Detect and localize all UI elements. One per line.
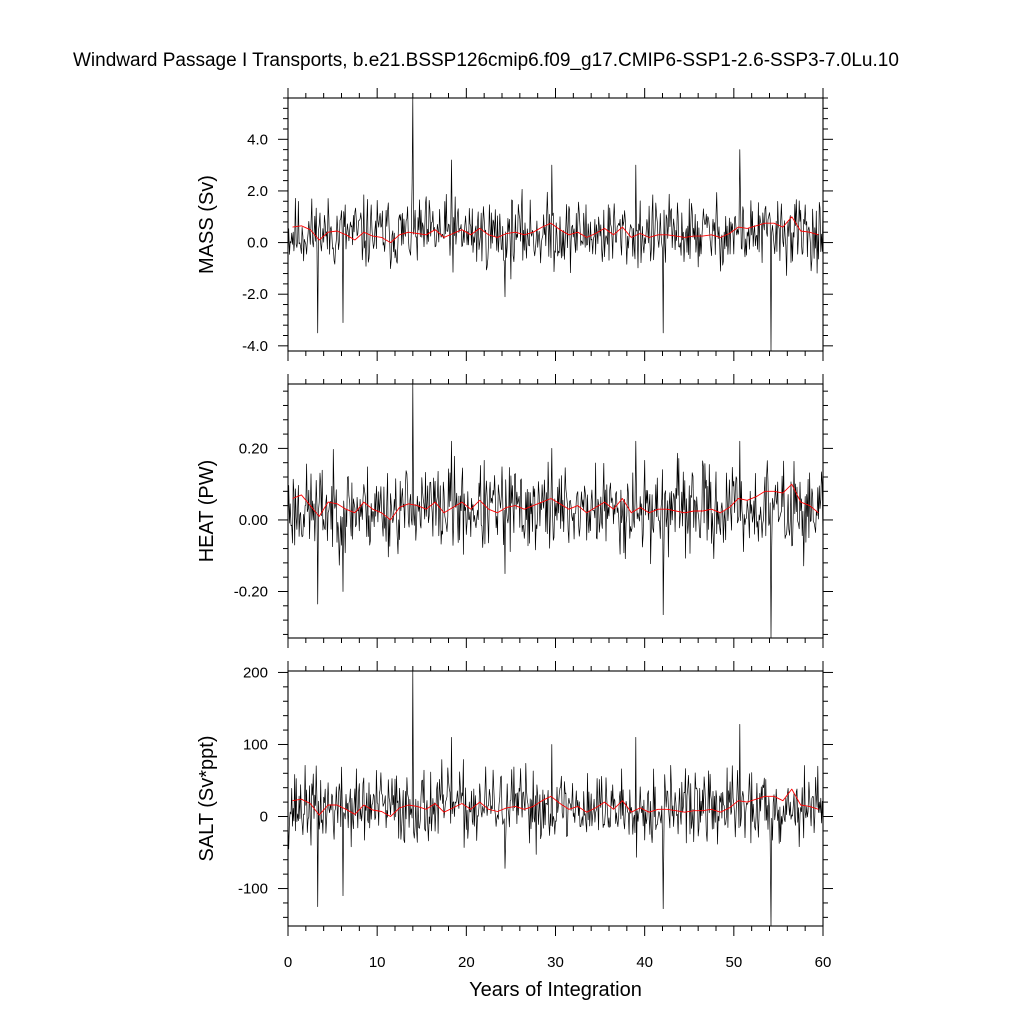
annual-mean-line-salt <box>292 788 819 817</box>
x-tick-label: 30 <box>547 954 564 971</box>
y-tick-label: 4.0 <box>247 131 268 148</box>
y-tick-label: 0.0 <box>247 235 268 252</box>
y-tick-label: 2.0 <box>247 183 268 200</box>
monthly-line-mass <box>288 98 823 351</box>
x-tick-label: 50 <box>725 954 742 971</box>
y-tick-label: -0.20 <box>234 583 268 600</box>
y-tick-label: 0.20 <box>239 440 268 457</box>
y-tick-label: 0 <box>260 809 268 826</box>
annual-mean-line-mass <box>292 216 819 244</box>
y-axis-label: HEAT (PW) <box>196 460 218 563</box>
monthly-line-heat <box>288 384 823 638</box>
y-tick-label: -2.0 <box>242 286 268 303</box>
x-axis-label: Years of Integration <box>469 979 642 1001</box>
figure-title: Windward Passage I Transports, b.e21.BSS… <box>73 50 899 71</box>
y-tick-label: -4.0 <box>242 338 268 355</box>
x-tick-label: 10 <box>369 954 386 971</box>
y-tick-label: 100 <box>243 736 268 753</box>
y-tick-label: 0.00 <box>239 512 268 529</box>
y-axis-label: SALT (Sv*ppt) <box>196 736 218 862</box>
y-tick-label: 200 <box>243 664 268 681</box>
plot-frame <box>287 670 824 927</box>
y-axis-label: MASS (Sv) <box>196 175 218 274</box>
x-tick-label: 0 <box>284 954 292 971</box>
annual-mean-line-heat <box>292 483 819 521</box>
monthly-line-salt <box>288 671 823 926</box>
panel-heat: -0.20 0.00 0.20 HEAT (PW) <box>196 374 833 648</box>
x-tick-label: 60 <box>815 954 832 971</box>
x-tick-label: 20 <box>458 954 475 971</box>
panel-mass: -4.0 -2.0 0.0 2.0 4.0 MASS (Sv) <box>196 88 833 361</box>
panels: -4.0 -2.0 0.0 2.0 4.0 MASS (Sv) -0.20 0.00 0.20 H… <box>196 88 833 1001</box>
x-tick-label: 40 <box>636 954 653 971</box>
panel-salt: -100 0 100 200 SALT (Sv*ppt) 0 10 20 30 40 50 60 Yea… <box>196 661 833 1001</box>
y-tick-label: -100 <box>238 881 268 898</box>
